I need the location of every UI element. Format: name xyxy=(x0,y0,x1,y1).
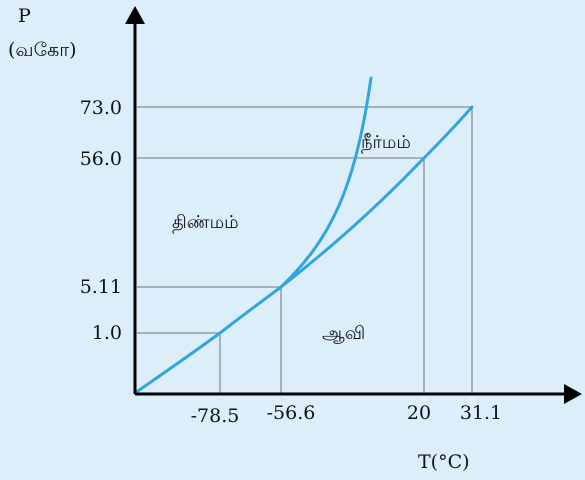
y-axis-symbol: P xyxy=(18,5,31,27)
y-tick-label: 1.0 xyxy=(92,322,122,344)
x-tick-label: -78.5 xyxy=(191,405,240,427)
y-axis-unit: (வகோ) xyxy=(8,39,77,61)
y-tick-label: 73.0 xyxy=(80,97,122,119)
x-tick-label: 20 xyxy=(407,402,431,424)
x-tick-label: -56.6 xyxy=(267,402,316,424)
solid-region-label: திண்மம் xyxy=(172,212,239,234)
guide-lines xyxy=(137,106,473,395)
y-tick-label: 56.0 xyxy=(80,148,122,170)
liquid-region-label: நீர்மம் xyxy=(361,132,411,154)
x-axis-label: T(°C) xyxy=(418,451,470,473)
axes xyxy=(125,6,582,404)
fusion-curve xyxy=(279,76,373,289)
x-axis-arrow-icon xyxy=(564,384,582,404)
y-axis-arrow-icon xyxy=(125,6,145,24)
gas-region-label: ஆவி xyxy=(322,323,365,344)
y-tick-label: 5.11 xyxy=(80,276,122,298)
x-tick-label: 31.1 xyxy=(460,402,502,424)
